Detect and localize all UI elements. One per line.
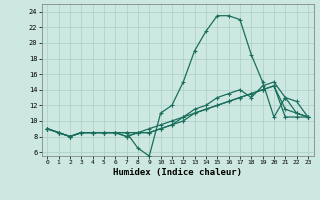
- X-axis label: Humidex (Indice chaleur): Humidex (Indice chaleur): [113, 168, 242, 177]
